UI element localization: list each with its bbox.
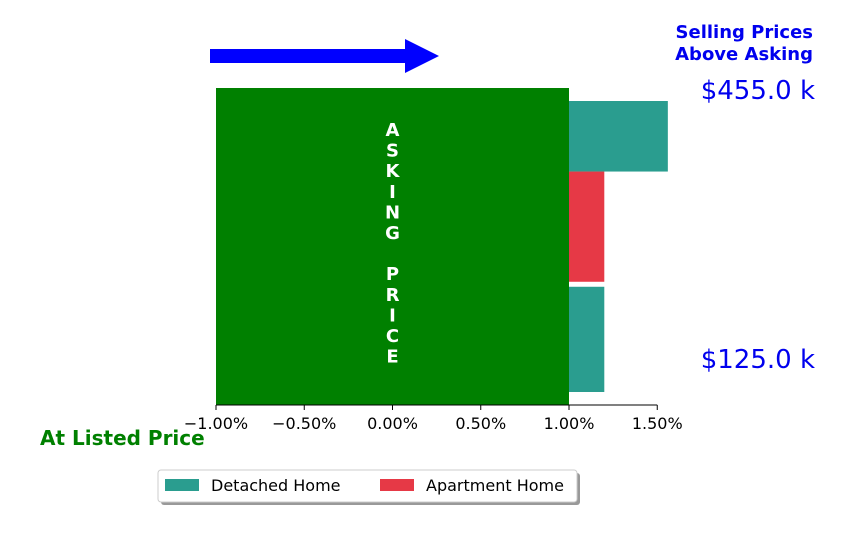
- asking-letter: E: [386, 347, 398, 368]
- listed-price-label: At Listed Price: [40, 426, 205, 450]
- asking-letter: A: [386, 120, 400, 141]
- asking-letter: R: [386, 285, 400, 306]
- asking-letter: S: [386, 141, 399, 162]
- asking-letter: G: [385, 223, 400, 244]
- asking-letter: N: [385, 202, 400, 223]
- bars-group: [569, 101, 668, 392]
- x-axis-ticks: −1.00% −0.50% 0.00% 0.50% 1.00% 1.50%: [184, 405, 683, 433]
- asking-letter: C: [386, 326, 399, 347]
- x-tick-label: 1.00%: [544, 414, 595, 433]
- legend-box: [157, 469, 578, 503]
- asking-letter: P: [386, 264, 399, 285]
- legend-label-apartment: Apartment Home: [426, 476, 564, 495]
- x-tick-label: 0.00%: [367, 414, 418, 433]
- price-label-bottom: $125.0 k: [701, 345, 815, 375]
- x-tick-label: −0.50%: [272, 414, 336, 433]
- bar-apartment-home: [569, 171, 605, 282]
- chart-title-line-1: Selling Prices: [676, 22, 813, 43]
- legend-swatch-detached: [165, 479, 199, 491]
- asking-price-block: [216, 88, 569, 405]
- bar-detached-home: [569, 286, 605, 392]
- legend: Detached Home Apartment Home: [157, 469, 580, 505]
- x-tick-label: 0.50%: [455, 414, 506, 433]
- arrow-right-icon: [210, 39, 439, 73]
- asking-letter: I: [389, 305, 396, 326]
- x-tick-label: −1.00%: [184, 414, 248, 433]
- x-tick-label: 1.50%: [632, 414, 683, 433]
- chart-title-line-2: Above Asking: [675, 44, 813, 65]
- legend-swatch-apartment: [380, 479, 414, 491]
- bar-detached-home: [569, 101, 668, 172]
- asking-letter: I: [389, 182, 396, 203]
- price-label-top: $455.0 k: [701, 76, 815, 106]
- asking-letter: K: [386, 161, 401, 182]
- legend-label-detached: Detached Home: [211, 476, 341, 495]
